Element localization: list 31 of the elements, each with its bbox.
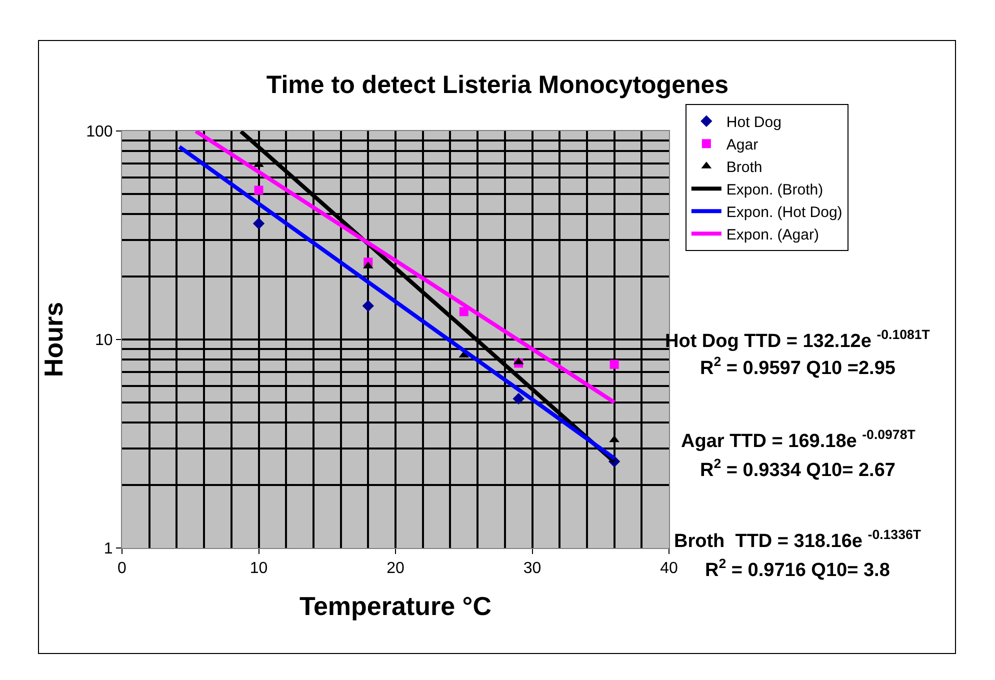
y-tick-label: 100 [86,124,113,141]
legend-label: Expon. (Hot Dog) [726,204,842,221]
chart-title: Time to detect Listeria Monocytogenes [266,71,729,100]
point [512,392,524,405]
point [459,307,468,316]
legend-label: Expon. (Agar) [726,226,819,244]
point [254,186,264,195]
y-tick-label: 1 [104,540,113,558]
x-tick-label: 40 [660,560,678,578]
y-axis-title: Hours [38,302,68,378]
x-axis-title: Temperature °C [300,590,492,621]
line-series [194,131,616,404]
legend-label: Agar [726,136,758,154]
point [609,435,620,442]
x-tick-label: 20 [386,560,404,578]
text: Broth TTD = 318.16e $^{-0.1336T}$ [674,527,921,552]
text: Agar TTD = 169.18e $^{-0.0978T}$ [681,427,916,452]
point [610,360,619,369]
legend-label: Hot Dog [726,114,782,131]
legend-label: Broth [726,158,762,176]
annotation: Hot Dog TTD = 132.12e $^{-0.1081T}$ [665,327,930,352]
text: R$^{2}$ = 0.9597 Q10 =2.95 [700,354,896,379]
point [362,300,374,312]
legend-label: Expon. (Broth) [726,181,824,198]
text: R$^{2}$ = 0.9334 Q10= 2.67 [700,456,896,481]
y-tick-label: 10 [95,332,113,350]
point [252,218,265,230]
text: R$^{2}$ = 0.9716 Q10= 3.8 [705,556,890,581]
x-tick-label: 10 [250,560,268,578]
x-tick-label: 30 [523,560,542,578]
x-tick-label: 0 [118,560,127,578]
